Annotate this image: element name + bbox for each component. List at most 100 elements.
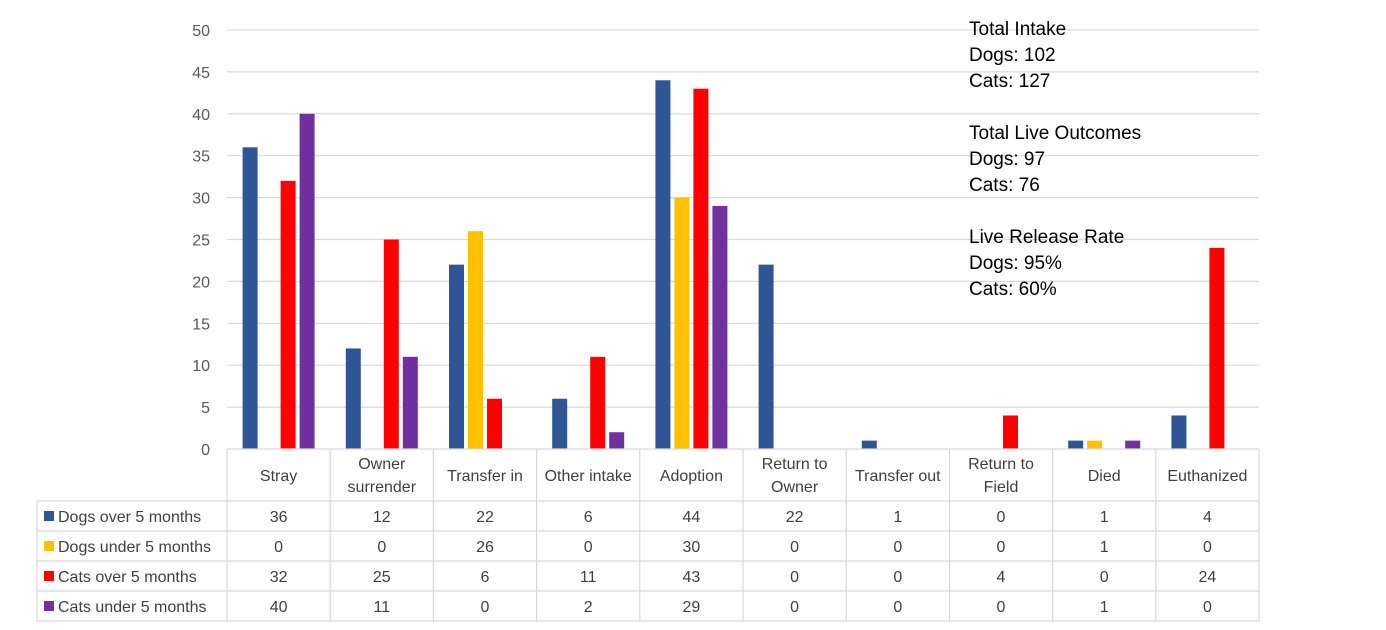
table-cell: 1 — [893, 509, 902, 526]
table-cell: 0 — [790, 599, 799, 616]
live-release-rate-block: Live Release Rate Dogs: 95% Cats: 60% — [969, 225, 1269, 303]
bar — [280, 180, 296, 449]
category-label: Owner — [358, 456, 406, 473]
y-tick-label: 50 — [192, 23, 210, 40]
bar — [1068, 440, 1084, 449]
live-release-rate-dogs: Dogs: 95% — [969, 253, 1062, 274]
total-intake-block: Total Intake Dogs: 102 Cats: 127 — [969, 17, 1269, 95]
table-cell: 0 — [893, 569, 902, 586]
table-cell: 11 — [580, 569, 597, 586]
bar — [449, 264, 464, 449]
bar — [1087, 440, 1103, 449]
table-cell: 26 — [476, 539, 494, 556]
table-cell: 0 — [893, 539, 902, 556]
summary-panel: Total Intake Dogs: 102 Cats: 127 Total L… — [969, 17, 1269, 303]
bar — [1171, 415, 1187, 449]
legend-key — [44, 541, 54, 551]
live-release-rate-title: Live Release Rate — [969, 227, 1125, 248]
table-cell: 0 — [997, 539, 1006, 556]
bar — [758, 264, 774, 449]
table-cell: 36 — [270, 509, 288, 526]
bars — [242, 80, 1225, 450]
bar — [609, 432, 625, 449]
table-cell: 4 — [997, 569, 1006, 586]
table-cell: 22 — [786, 509, 804, 526]
category-label: Euthanized — [1167, 468, 1247, 485]
table-cell: 40 — [270, 599, 288, 616]
category-label: Died — [1088, 468, 1121, 485]
y-tick-label: 25 — [192, 233, 210, 250]
bar — [1003, 415, 1018, 449]
table-cell: 0 — [1203, 599, 1212, 616]
total-intake-title: Total Intake — [969, 19, 1067, 40]
table-cell: 0 — [481, 599, 490, 616]
table-cell: 6 — [584, 509, 593, 526]
bar — [1125, 440, 1141, 449]
series-name: Dogs over 5 months — [58, 509, 201, 526]
legend-key — [44, 571, 54, 581]
bar — [402, 356, 418, 449]
bar — [242, 147, 258, 449]
y-tick-label: 20 — [192, 274, 210, 291]
table-cell: 0 — [790, 569, 799, 586]
series-name: Cats over 5 months — [58, 569, 197, 586]
total-live-outcomes-title: Total Live Outcomes — [969, 123, 1142, 144]
gridlines — [227, 29, 1259, 408]
table-cell: 0 — [997, 599, 1006, 616]
legend-key — [44, 601, 54, 611]
bar — [693, 88, 709, 449]
category-label: Other intake — [545, 468, 632, 485]
table-cell: 29 — [683, 599, 701, 616]
y-tick-label: 10 — [192, 358, 210, 375]
bar — [468, 231, 483, 449]
table-cell: 0 — [584, 539, 593, 556]
table-cell: 1 — [1100, 599, 1109, 616]
table-cell: 22 — [476, 509, 494, 526]
bar — [674, 197, 690, 449]
total-intake-dogs: Dogs: 102 — [969, 45, 1056, 66]
table-cell: 2 — [584, 599, 593, 616]
table-cell: 12 — [373, 509, 391, 526]
bar — [590, 356, 606, 449]
bar — [487, 398, 502, 449]
bar — [345, 348, 361, 449]
table-cell: 4 — [1203, 509, 1212, 526]
y-tick-label: 45 — [192, 65, 210, 82]
bar — [861, 440, 877, 449]
table-cell: 25 — [373, 569, 391, 586]
category-label: Return to — [762, 456, 828, 473]
y-tick-label: 40 — [192, 107, 210, 124]
table-cell: 0 — [274, 539, 283, 556]
table-cell: 44 — [683, 509, 701, 526]
category-label: Adoption — [660, 468, 723, 485]
category-label: Stray — [260, 468, 297, 485]
legend-key — [44, 511, 54, 521]
table-cell: 0 — [893, 599, 902, 616]
table-cell: 6 — [481, 569, 490, 586]
y-tick-label: 35 — [192, 149, 210, 166]
live-release-rate-cats: Cats: 60% — [969, 279, 1057, 300]
total-live-outcomes-cats: Cats: 76 — [969, 175, 1040, 196]
category-label: Return to — [968, 456, 1034, 473]
bar — [655, 80, 671, 449]
category-label: Transfer out — [855, 468, 941, 485]
y-axis: 0 5 10 15 20 25 30 35 40 45 50 — [192, 23, 210, 459]
total-live-outcomes-dogs: Dogs: 97 — [969, 149, 1046, 170]
table-cell: 11 — [373, 599, 390, 616]
table-cell: 0 — [1203, 539, 1212, 556]
bar — [552, 398, 568, 449]
series-name: Dogs under 5 months — [58, 539, 211, 556]
bar — [299, 113, 315, 450]
table-cell: 0 — [790, 539, 799, 556]
y-tick-label: 15 — [192, 316, 210, 333]
table-cell: 0 — [997, 509, 1006, 526]
total-live-outcomes-block: Total Live Outcomes Dogs: 97 Cats: 76 — [969, 121, 1269, 199]
y-tick-label: 5 — [201, 400, 210, 417]
table-cell: 43 — [683, 569, 701, 586]
series-name: Cats under 5 months — [58, 599, 207, 616]
category-label: Field — [984, 479, 1019, 496]
data-table: Stray Owner surrender Transfer in Other inta… — [36, 448, 1260, 622]
category-label: Transfer in — [447, 468, 523, 485]
total-intake-cats: Cats: 127 — [969, 71, 1051, 92]
